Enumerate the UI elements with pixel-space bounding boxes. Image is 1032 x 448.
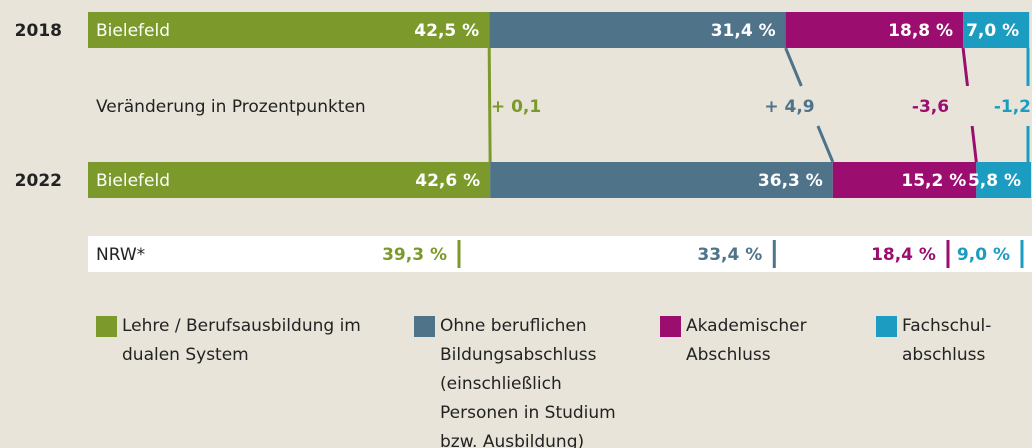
reference-value: 18,4 % [871,245,936,265]
value-label: 31,4 % [711,21,776,41]
legend-swatch [96,316,117,337]
bar-label: Bielefeld [96,21,170,41]
legend-label: Lehre / Berufsausbildung im dualen Syste… [122,316,361,365]
change-connector [970,125,978,163]
value-label: 36,3 % [758,171,823,191]
legend-swatch [876,316,897,337]
change-connector [784,47,803,87]
bar-segment [963,12,1030,48]
bar-segment [88,12,490,48]
change-connector [487,47,492,163]
bar-segment [976,162,1032,198]
year-label: 2018 [15,21,62,41]
bar-segment [489,12,786,48]
bar-label: Bielefeld [96,171,170,191]
change-title: Veränderung in Prozentpunkten [96,97,366,117]
reference-label: NRW* [96,245,145,265]
legend-label: Ohne beruflichen Bildungsabschluss (eins… [440,316,616,448]
reference-value: 9,0 % [957,245,1010,265]
change-label: -3,6 [912,97,949,117]
value-label: 18,8 % [888,21,953,41]
value-label: 42,5 % [414,21,479,41]
reference-value: 39,3 % [382,245,447,265]
bar-segment [832,162,977,198]
change-connector [961,47,969,87]
change-label: -1,2 [994,97,1031,117]
value-label: 7,0 % [966,21,1019,41]
legend-label: Akademischer Abschluss [686,316,807,365]
legend-label: Fachschul-abschluss [902,316,992,365]
value-label: 5,8 % [968,171,1021,191]
bar-segment [490,162,833,198]
bar-segment [785,12,964,48]
value-label: 42,6 % [415,171,480,191]
reference-bar [88,236,1032,272]
reference-value: 33,4 % [697,245,762,265]
year-label: 2022 [15,171,62,191]
bar-segment [88,162,491,198]
change-label: + 0,1 [491,97,541,117]
change-label: + 4,9 [764,97,814,117]
legend-swatch [414,316,435,337]
value-label: 15,2 % [901,171,966,191]
change-connector [816,125,835,163]
legend-swatch [660,316,681,337]
